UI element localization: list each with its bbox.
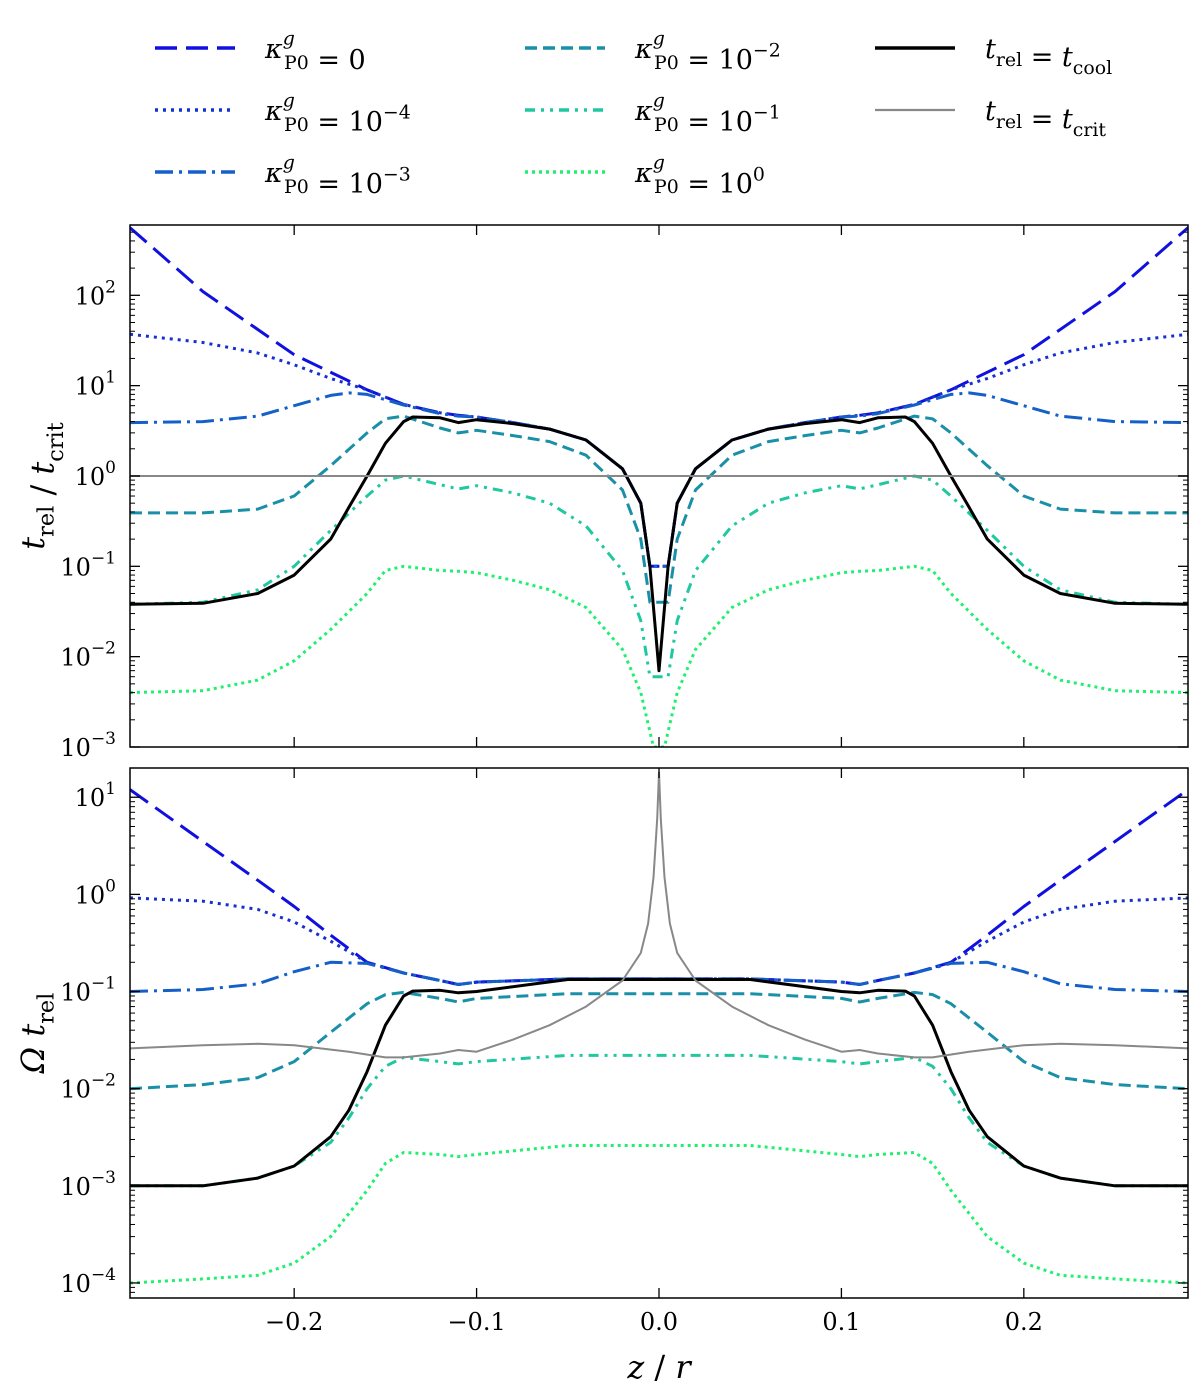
x-tick-label: −0.2 [265,1308,323,1336]
series-k3 [130,960,1188,993]
series-k0 [130,226,1188,568]
series-k3 [130,391,1188,568]
legend-item-k3: κg P0 = 10−3 [155,152,411,200]
x-axis-label: z / r [626,1348,692,1386]
x-tick-label: 0.2 [1005,1308,1043,1336]
top-panel: 10−3 10−2 10−1 100 101 102 trel / tcrit [14,224,1189,762]
y-tick-label: 101 [75,368,116,401]
y-tick-label: 102 [75,277,116,310]
legend: κg P0 = 0 κg P0 = 10−4 κg P0 = 10−3 κg P0 = 10−… [155,28,1112,200]
x-tick-label: −0.1 [447,1308,505,1336]
y-tick-label: 10−3 [60,729,116,762]
series-k0 [130,788,1188,986]
legend-item-k00: κg P0 = 100 [525,152,765,200]
plot-frame [129,767,1189,1299]
y-axis-label: Ω trel [14,993,60,1075]
y-tick-label: 10−1 [60,548,116,581]
series-k1 [130,1053,1188,1188]
series-group [130,226,1188,747]
legend-item-crit: trel = tcrit [875,96,1106,141]
y-tick-label: 10−2 [60,639,116,672]
legend-label: trel = tcrit [985,96,1106,141]
series-k2 [130,990,1188,1091]
y-tick-label: 100 [75,876,116,909]
legend-label: κg P0 = 10−1 [634,90,781,138]
legend-label: κg P0 = 0 [264,28,366,76]
legend-item-k2: κg P0 = 10−2 [525,28,781,76]
series-crit [130,771,1188,1059]
y-tick-label: 10−1 [60,974,116,1007]
y-tick-label: 10−4 [60,1265,116,1298]
legend-label: κg P0 = 100 [634,152,765,200]
series-cool [130,415,1188,673]
y-tick-label: 101 [75,779,116,812]
series-k2 [130,414,1188,604]
legend-item-k0: κg P0 = 0 [155,28,366,76]
y-tick-label: 10−2 [60,1071,116,1104]
legend-item-cool: trel = tcool [875,34,1112,79]
legend-label: κg P0 = 10−2 [634,28,781,76]
legend-item-k4: κg P0 = 10−4 [155,90,411,138]
series-k4 [130,896,1188,986]
legend-label: κg P0 = 10−3 [264,152,411,200]
y-axis-label: trel / tcrit [14,422,69,549]
y-tick-label: 100 [75,458,116,491]
series-k1 [130,474,1188,679]
series-k00 [130,1144,1188,1285]
series-k4 [130,332,1188,568]
x-tick-label: 0.0 [640,1308,678,1336]
y-tick-label: 10−3 [60,1168,116,1201]
legend-item-k1: κg P0 = 10−1 [525,90,781,138]
legend-label: trel = tcool [985,34,1112,79]
series-cool [130,978,1188,1188]
bottom-panel: −0.2 −0.1 0.0 0.1 0.2 10−4 10−3 10−2 10−1 100 101 Ω… [14,767,1189,1386]
x-tick-label: 0.1 [822,1308,860,1336]
series-group [130,771,1188,1285]
legend-label: κg P0 = 10−4 [264,90,411,138]
